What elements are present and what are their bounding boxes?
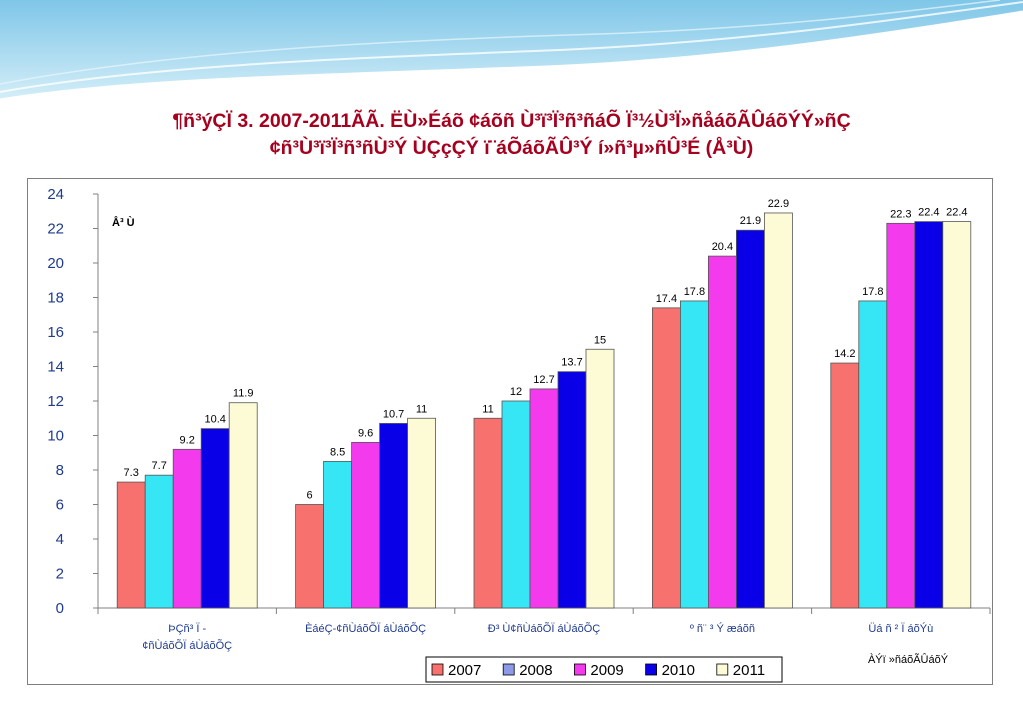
data-label-2010: 10.4	[204, 414, 225, 426]
data-label-2008: 17.8	[862, 286, 883, 298]
y-tick-label: 4	[56, 531, 64, 548]
bar-2011	[585, 348, 615, 609]
bar-2010	[736, 229, 765, 609]
category-label: ÞÇñ³ Ï -	[168, 623, 206, 635]
data-label-2011: 15	[594, 334, 606, 346]
category-label: º ñ¨ ³ Ý æáõñ	[690, 622, 755, 635]
bar-2008	[680, 300, 709, 609]
bar-2010	[379, 423, 409, 609]
y-tick-label: 10	[47, 428, 64, 445]
y-tick-label: 2	[56, 566, 64, 583]
y-tick-label: 12	[47, 393, 64, 410]
data-label-2007: 7.3	[124, 467, 139, 479]
chart-frame: 0 2 4 6 8 10 12 14 16 18 20 22 24 Å³ Ù 7.3 7.7 9.2 10.4 11…	[27, 178, 993, 685]
data-label-2010: 21.9	[740, 215, 761, 227]
y-tick-label: 6	[56, 497, 64, 514]
category-label: ÈáéÇ-¢ñÙáõÕÏ áÙáõÕÇ	[305, 622, 426, 635]
y-tick-label: 24	[47, 186, 64, 203]
data-label-2009: 9.2	[180, 434, 195, 446]
bar-2010	[914, 221, 944, 609]
bar-2009	[529, 388, 559, 609]
bar-2010	[557, 371, 587, 609]
bar-2008	[501, 400, 531, 609]
y-tick-label: 20	[47, 255, 64, 272]
category-label: Üá ñ ² Ï áõÝù	[868, 622, 933, 635]
annotation-label: ÀÝï »ñáõÃÛáõÝ	[868, 653, 949, 666]
bar-2007	[116, 481, 146, 609]
data-label-2007: 11	[482, 403, 493, 415]
legend-swatch-2009	[574, 663, 586, 676]
data-label-2010: 13.7	[561, 357, 582, 369]
data-label-2009: 20.4	[712, 241, 733, 253]
y-tick-label: 0	[56, 600, 64, 617]
chart-title-line-2: ¢ñ³Ù³ï³Ï³ñ³ñÙ³Ý ÙÇçÇÝ ï¨áÕáõÃÛ³Ý í»ñ³µ»ñ…	[269, 137, 754, 159]
bar-2008	[858, 300, 888, 609]
data-label-2008: 7.7	[152, 460, 167, 472]
bar-2009	[708, 255, 737, 609]
chart-title-line-1: ¶ñ³ýÇÏ 3. 2007-2011ÃÃ. ËÙ»Éáõ ¢áõñ Ù³ï³Ï…	[172, 110, 851, 132]
data-label-2008: 12	[510, 386, 522, 398]
legend-label-2010: 2010	[662, 662, 695, 679]
category-label: ¢ñÙáõÕÏ áÙáõÕÇ	[142, 639, 232, 652]
legend-swatch-2010	[645, 663, 657, 676]
y-tick-label: 22	[47, 221, 64, 238]
bar-2009	[351, 441, 381, 609]
data-label-2010: 22.4	[918, 207, 939, 219]
decorative-wave-header	[0, 0, 1023, 102]
data-label-2008: 8.5	[330, 446, 345, 458]
data-label-2010: 10.7	[383, 408, 404, 420]
bar-2009	[172, 448, 202, 609]
data-label-2009: 9.6	[358, 427, 373, 439]
data-label-2007: 14.2	[834, 348, 855, 360]
bar-2008	[323, 460, 353, 609]
bar-2011	[407, 417, 437, 609]
category-label: Ð³ Ù¢ñÙáõÕÏ áÙáõÕÇ	[488, 622, 601, 635]
legend-label-2008: 2008	[519, 662, 552, 679]
bar-2011	[764, 212, 793, 609]
y-tick-label: 16	[47, 324, 64, 341]
legend-label-2009: 2009	[590, 662, 623, 679]
bar-2008	[144, 474, 174, 609]
y-tick-label: 14	[47, 359, 64, 376]
y-tick-label: 8	[56, 462, 64, 479]
legend-swatch-2011	[716, 663, 729, 676]
bar-2007	[295, 504, 325, 609]
bar-2007	[473, 417, 503, 609]
data-label-2009: 22.3	[890, 208, 911, 220]
data-label-2009: 12.7	[533, 374, 554, 386]
legend-label-2011: 2011	[733, 662, 765, 679]
legend-swatch-2008	[502, 663, 515, 676]
bar-2007	[830, 362, 860, 609]
data-label-2007: 17.4	[656, 293, 677, 305]
data-label-2011: 11.9	[233, 388, 254, 400]
data-label-2011: 11	[416, 403, 427, 415]
data-label-2011: 22.4	[946, 207, 967, 219]
legend-label-2007: 2007	[448, 662, 481, 679]
chart-title: ¶ñ³ýÇÏ 3. 2007-2011ÃÃ. ËÙ»Éáõ ¢áõñ Ù³ï³Ï…	[20, 108, 1003, 162]
legend-swatch-2007	[431, 663, 444, 676]
data-label-2008: 17.8	[684, 286, 705, 298]
data-label-2011: 22.9	[768, 198, 789, 210]
bar-2011	[228, 402, 258, 609]
data-label-2007: 6	[307, 490, 313, 502]
bar-2011	[942, 221, 972, 609]
bar-2010	[200, 428, 230, 609]
bar-2009	[886, 222, 916, 609]
bar-2007	[652, 307, 681, 609]
y-tick-label: 18	[47, 290, 64, 307]
y-unit-label: Å³ Ù	[112, 216, 135, 229]
